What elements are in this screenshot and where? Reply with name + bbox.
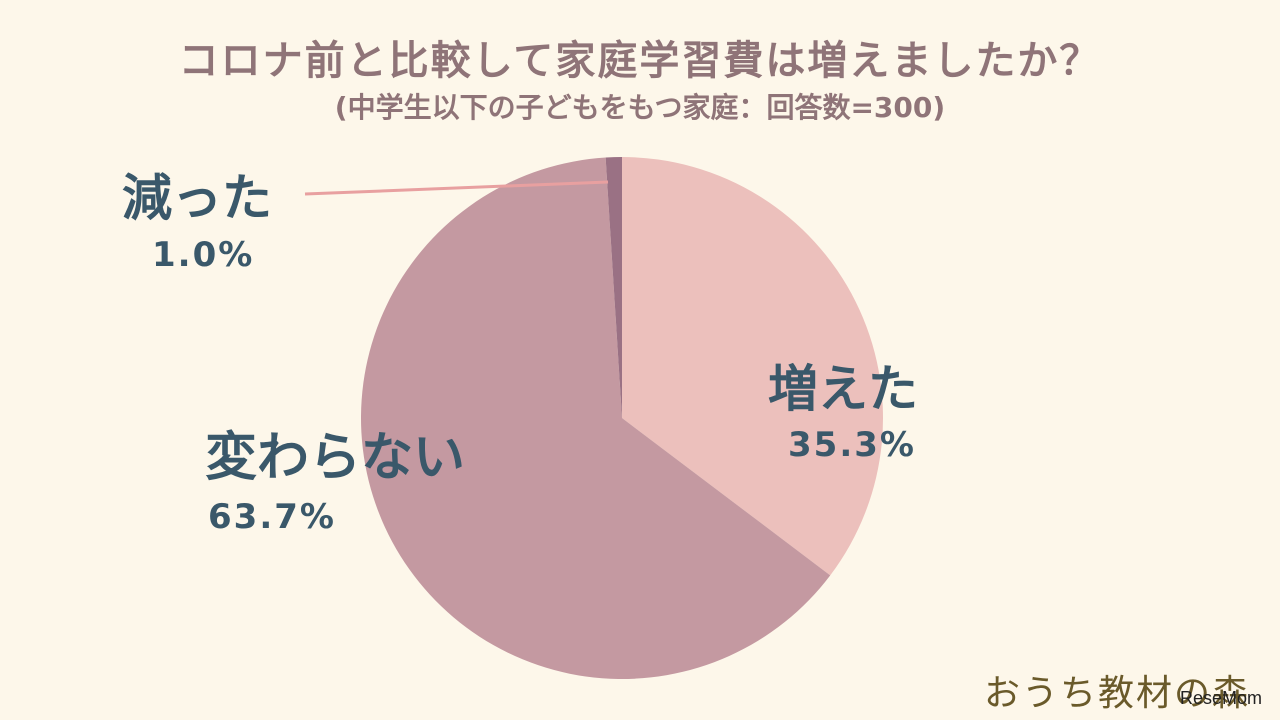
pie-slice-decreased bbox=[605, 157, 622, 418]
pie-slice-increased bbox=[622, 157, 883, 576]
pie-slice-unchanged bbox=[360, 157, 831, 680]
chart-subtitle: (中学生以下の子どもをもつ家庭：回答数=300) bbox=[334, 91, 946, 124]
slice-label-decreased: 減った bbox=[122, 169, 272, 227]
credit-watermark: ReseMom bbox=[1179, 688, 1262, 708]
slice-label-increased: 増えた bbox=[768, 360, 918, 418]
slice-label-unchanged: 変わらない bbox=[205, 428, 465, 488]
brand-logo-text: おうち教材の森 bbox=[983, 673, 1250, 714]
slice-value-decreased: 1.0% bbox=[152, 235, 254, 275]
leader-line bbox=[304, 180, 609, 196]
slice-value-unchanged: 63.7% bbox=[208, 497, 336, 537]
chart-title: コロナ前と比較して家庭学習費は増えましたか？ bbox=[178, 38, 1102, 84]
slice-value-increased: 35.3% bbox=[788, 425, 916, 465]
